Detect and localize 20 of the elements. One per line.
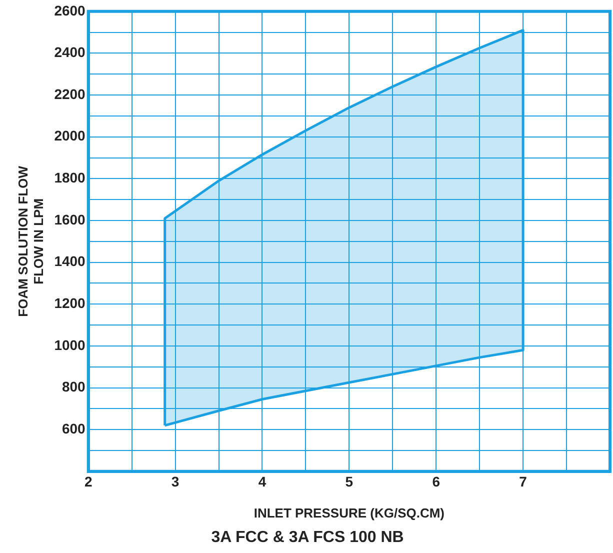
x-axis-title: INLET PRESSURE (KG/SQ.CM) <box>254 506 445 521</box>
text: 3A FCC & 3A FCS 100 NB <box>211 528 404 546</box>
y-tick-label: 1800 <box>54 170 86 186</box>
x-tick-label: 4 <box>258 474 266 490</box>
y-tick-label: 1000 <box>54 336 86 353</box>
y-tick-label: 2200 <box>54 86 86 102</box>
y-tick-label: 1400 <box>54 253 86 270</box>
y-tick-label: 800 <box>62 378 86 395</box>
x-tick-label: 6 <box>432 474 440 490</box>
y-tick-label: 1200 <box>54 294 86 311</box>
y-tick-label: 600 <box>62 420 86 436</box>
y-tick-label: 2600 <box>54 2 86 18</box>
x-tick-label: 7 <box>519 474 528 490</box>
y-tick-label: 2000 <box>54 128 86 144</box>
y-tick-label: 2400 <box>54 44 86 60</box>
x-tick-label: 5 <box>345 474 354 490</box>
y-axis-title: FOAM SOLUTION FLOW FLOW IN LPM <box>15 165 46 317</box>
y-tick-label: 1600 <box>54 211 86 228</box>
x-tick-label: 2 <box>84 474 92 490</box>
x-tick-label: 3 <box>171 474 180 490</box>
